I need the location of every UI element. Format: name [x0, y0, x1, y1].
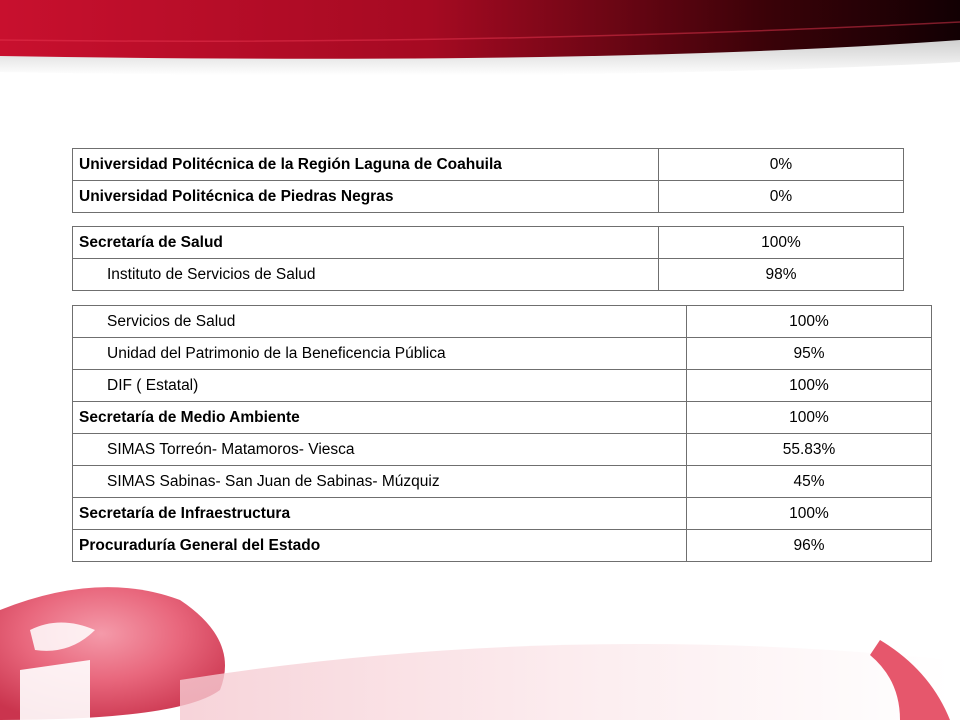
- row-value: 100%: [686, 369, 932, 402]
- row-name: Secretaría de Medio Ambiente: [72, 401, 687, 434]
- row-name: SIMAS Sabinas- San Juan de Sabinas- Múzq…: [72, 465, 687, 498]
- row-value: 0%: [658, 180, 904, 213]
- row-value: 100%: [686, 497, 932, 530]
- row-name: SIMAS Torreón- Matamoros- Viesca: [72, 433, 687, 466]
- row-name: Unidad del Patrimonio de la Beneficencia…: [72, 337, 687, 370]
- table-row: Servicios de Salud 100%: [72, 305, 932, 338]
- table-row: SIMAS Sabinas- San Juan de Sabinas- Múzq…: [72, 465, 932, 498]
- institutions-table-3: Servicios de Salud 100% Unidad del Patri…: [72, 305, 932, 562]
- table-row: SIMAS Torreón- Matamoros- Viesca 55.83%: [72, 433, 932, 466]
- row-value: 100%: [658, 226, 904, 259]
- row-name: Secretaría de Salud: [72, 226, 659, 259]
- row-name: Instituto de Servicios de Salud: [72, 258, 659, 291]
- row-name: Procuraduría General del Estado: [72, 529, 687, 562]
- row-name: Universidad Politécnica de la Región Lag…: [72, 148, 659, 181]
- row-value: 55.83%: [686, 433, 932, 466]
- row-value: 98%: [658, 258, 904, 291]
- row-value: 45%: [686, 465, 932, 498]
- row-value: 0%: [658, 148, 904, 181]
- row-value: 100%: [686, 305, 932, 338]
- table-row: Procuraduría General del Estado 96%: [72, 529, 932, 562]
- table-row: DIF ( Estatal) 100%: [72, 369, 932, 402]
- table-row: Universidad Politécnica de Piedras Negra…: [72, 180, 904, 213]
- table-row: Secretaría de Salud 100%: [72, 226, 904, 259]
- row-name: DIF ( Estatal): [72, 369, 687, 402]
- header-banner: [0, 0, 960, 76]
- row-value: 95%: [686, 337, 932, 370]
- institutions-table-2: Secretaría de Salud 100% Instituto de Se…: [72, 226, 904, 291]
- table-row: Secretaría de Medio Ambiente 100%: [72, 401, 932, 434]
- table-row: Universidad Politécnica de la Región Lag…: [72, 148, 904, 181]
- table-row: Secretaría de Infraestructura 100%: [72, 497, 932, 530]
- table-row: Instituto de Servicios de Salud 98%: [72, 258, 904, 291]
- table-row: Unidad del Patrimonio de la Beneficencia…: [72, 337, 932, 370]
- row-value: 96%: [686, 529, 932, 562]
- row-name: Secretaría de Infraestructura: [72, 497, 687, 530]
- bottom-logo-decoration: [0, 587, 950, 720]
- row-value: 100%: [686, 401, 932, 434]
- institutions-table-1: Universidad Politécnica de la Región Lag…: [72, 148, 904, 213]
- row-name: Servicios de Salud: [72, 305, 687, 338]
- row-name: Universidad Politécnica de Piedras Negra…: [72, 180, 659, 213]
